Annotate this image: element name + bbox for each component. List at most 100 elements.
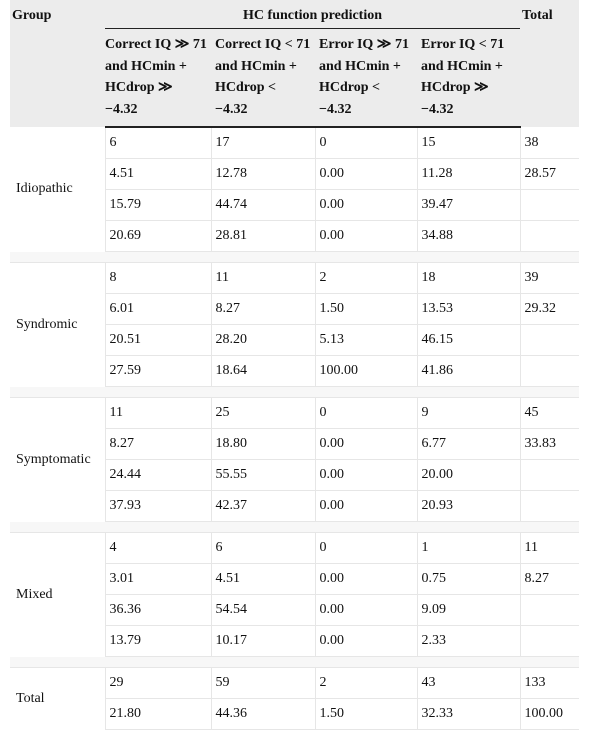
value-cell: 11 bbox=[210, 262, 315, 294]
group-label: Symptomatic bbox=[16, 451, 91, 467]
value-cell: 4.51 bbox=[210, 563, 315, 595]
table-row: 15.79 44.74 0.00 39.47 bbox=[10, 189, 580, 221]
table-row: 6.01 8.27 1.50 13.53 29.32 bbox=[10, 293, 580, 325]
value-cell: 0.00 bbox=[314, 158, 417, 190]
total-cell: 28.57 bbox=[519, 158, 580, 190]
value-cell: 25 bbox=[210, 397, 315, 429]
value-cell: 5.13 bbox=[314, 324, 417, 356]
value-cell: 18.80 bbox=[210, 428, 315, 460]
header-correct-high: Correct IQ ≫ 71 and HCmin + HCdrop ≫ −4.… bbox=[105, 28, 211, 128]
table-row: 24.44 55.55 0.00 20.00 bbox=[10, 459, 580, 491]
table-row: 3.01 4.51 0.00 0.75 8.27 bbox=[10, 563, 580, 595]
total-cell: 39 bbox=[519, 262, 580, 294]
value-cell: 20.00 bbox=[416, 459, 521, 491]
spacer-cell bbox=[10, 656, 580, 668]
value-cell: 0.00 bbox=[314, 189, 417, 221]
value-cell: 11 bbox=[104, 397, 211, 429]
value-cell: 11.28 bbox=[416, 158, 521, 190]
value-cell: 100.00 bbox=[314, 355, 417, 387]
value-cell: 12.78 bbox=[210, 158, 315, 190]
table-row: 13.79 10.17 0.00 2.33 bbox=[10, 625, 580, 657]
total-cell: 38 bbox=[519, 127, 580, 159]
value-cell: 15 bbox=[416, 127, 521, 159]
value-cell: 8.27 bbox=[104, 428, 211, 460]
table-row: Syndromic 8 11 2 18 39 bbox=[10, 262, 580, 332]
value-cell: 13.79 bbox=[104, 625, 211, 657]
header-error-high: Error IQ ≫ 71 and HCmin + HCdrop < −4.32 bbox=[315, 28, 417, 128]
value-cell: 29 bbox=[104, 667, 211, 699]
value-cell: 28.20 bbox=[210, 324, 315, 356]
value-cell: 6 bbox=[104, 127, 211, 159]
table-row: Idiopathic 6 17 0 15 38 bbox=[10, 127, 580, 196]
total-cell bbox=[519, 355, 580, 387]
table-row: Mixed 4 6 0 1 11 bbox=[10, 532, 580, 602]
total-cell: 11 bbox=[519, 532, 580, 564]
value-cell: 9.09 bbox=[416, 594, 521, 626]
data-table: Group HC function prediction Total Corre… bbox=[10, 0, 580, 730]
value-cell: 0.75 bbox=[416, 563, 521, 595]
table-row: Total 29 59 2 43 133 bbox=[10, 667, 580, 706]
total-cell bbox=[519, 625, 580, 657]
table-row: 4.51 12.78 0.00 11.28 28.57 bbox=[10, 158, 580, 190]
value-cell: 36.36 bbox=[104, 594, 211, 626]
value-cell: 59 bbox=[210, 667, 315, 699]
header-total: Total bbox=[520, 0, 580, 127]
table-row: 37.93 42.37 0.00 20.93 bbox=[10, 490, 580, 522]
table-header: Group HC function prediction Total Corre… bbox=[10, 0, 580, 128]
table-row: 21.80 44.36 1.50 32.33 100.00 bbox=[10, 698, 580, 730]
table-row: 20.51 28.20 5.13 46.15 bbox=[10, 324, 580, 356]
value-cell: 20.69 bbox=[104, 220, 211, 252]
value-cell: 0 bbox=[314, 397, 417, 429]
value-cell: 0 bbox=[314, 532, 417, 564]
spacer-cell bbox=[10, 521, 580, 533]
table-row: 20.69 28.81 0.00 34.88 bbox=[10, 220, 580, 252]
total-cell: 33.83 bbox=[519, 428, 580, 460]
value-cell: 18.64 bbox=[210, 355, 315, 387]
value-cell: 0.00 bbox=[314, 428, 417, 460]
header-group: Group bbox=[10, 0, 105, 127]
value-cell: 15.79 bbox=[104, 189, 211, 221]
value-cell: 27.59 bbox=[104, 355, 211, 387]
group-label: Mixed bbox=[16, 586, 53, 602]
value-cell: 0 bbox=[314, 127, 417, 159]
group-label: Idiopathic bbox=[16, 181, 73, 197]
value-cell: 1 bbox=[416, 532, 521, 564]
header-correct-low: Correct IQ < 71 and HCmin + HCdrop < −4.… bbox=[211, 28, 315, 128]
value-cell: 8 bbox=[104, 262, 211, 294]
value-cell: 0.00 bbox=[314, 625, 417, 657]
table-row: Symptomatic 11 25 0 9 45 bbox=[10, 397, 580, 467]
value-cell: 0.00 bbox=[314, 594, 417, 626]
value-cell: 39.47 bbox=[416, 189, 521, 221]
value-cell: 1.50 bbox=[314, 293, 417, 325]
group-label: Syndromic bbox=[16, 316, 78, 332]
value-cell: 2.33 bbox=[416, 625, 521, 657]
value-cell: 3.01 bbox=[104, 563, 211, 595]
table-body: Idiopathic 6 17 0 15 38 4.51 12.78 0.00 11.28 28.5… bbox=[10, 127, 580, 730]
value-cell: 20.51 bbox=[104, 324, 211, 356]
spacer-cell bbox=[10, 251, 580, 263]
value-cell: 9 bbox=[416, 397, 521, 429]
value-cell: 21.80 bbox=[104, 698, 211, 730]
value-cell: 28.81 bbox=[210, 220, 315, 252]
header-error-low: Error IQ < 71 and HCmin + HCdrop ≫ −4.32 bbox=[417, 28, 521, 128]
total-cell bbox=[519, 490, 580, 522]
value-cell: 18 bbox=[416, 262, 521, 294]
value-cell: 54.54 bbox=[210, 594, 315, 626]
value-cell: 24.44 bbox=[104, 459, 211, 491]
value-cell: 0.00 bbox=[314, 459, 417, 491]
value-cell: 55.55 bbox=[210, 459, 315, 491]
value-cell: 44.74 bbox=[210, 189, 315, 221]
value-cell: 32.33 bbox=[416, 698, 521, 730]
value-cell: 41.86 bbox=[416, 355, 521, 387]
table-row: 8.27 18.80 0.00 6.77 33.83 bbox=[10, 428, 580, 460]
total-cell bbox=[519, 189, 580, 221]
value-cell: 10.17 bbox=[210, 625, 315, 657]
value-cell: 37.93 bbox=[104, 490, 211, 522]
value-cell: 43 bbox=[416, 667, 521, 699]
value-cell: 0.00 bbox=[314, 563, 417, 595]
group-label: Total bbox=[16, 690, 45, 706]
total-cell: 8.27 bbox=[519, 563, 580, 595]
value-cell: 20.93 bbox=[416, 490, 521, 522]
value-cell: 2 bbox=[314, 262, 417, 294]
